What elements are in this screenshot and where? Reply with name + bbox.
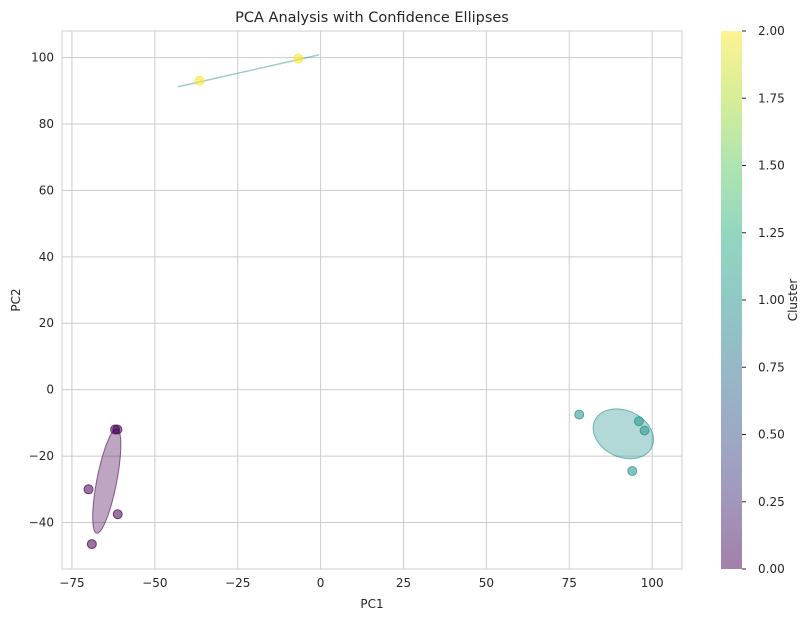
chart-title: PCA Analysis with Confidence Ellipses (235, 10, 509, 26)
grid-lines (62, 31, 682, 569)
colorbar-ticks: 0.00 0.25 0.50 0.75 1.00 1.25 1.50 1.75 2.00 (742, 24, 785, 576)
data-point-cluster-1 (633, 416, 644, 427)
y-tick-label: 100 (31, 51, 54, 65)
colorbar-tick-label: 0.25 (758, 495, 785, 509)
data-point-cluster-2 (194, 75, 205, 86)
data-point-cluster-0 (112, 509, 123, 520)
data-point-cluster-0 (83, 484, 94, 495)
y-tick-label: 0 (46, 383, 54, 397)
y-tick-label: 60 (39, 183, 54, 197)
x-tick-label: 100 (641, 576, 664, 590)
data-point-cluster-2 (293, 53, 304, 64)
plot-area (61, 30, 683, 570)
colorbar-tick-label: 1.50 (758, 159, 785, 173)
colorbar-tick-label: 0.75 (758, 360, 785, 374)
colorbar (721, 31, 742, 569)
x-axis-label: PC1 (360, 597, 383, 611)
data-marks (83, 53, 654, 550)
colorbar-tick-label: 1.25 (758, 226, 785, 240)
x-tick-label: −75 (59, 576, 84, 590)
data-point-cluster-0 (86, 539, 97, 550)
colorbar-tick-label: 1.00 (758, 293, 785, 307)
data-point-cluster-1 (574, 409, 585, 420)
y-tick-label: 40 (39, 250, 54, 264)
colorbar-tick-label: 2.00 (758, 24, 785, 38)
confidence-ellipse-cluster-0 (92, 428, 122, 534)
x-tick-label: 25 (396, 576, 411, 590)
y-tick-label: 80 (39, 117, 54, 131)
x-tick-label: −25 (225, 576, 250, 590)
data-point-cluster-1 (639, 425, 650, 436)
y-tick-label: 20 (39, 316, 54, 330)
x-tick-label: 75 (562, 576, 577, 590)
colorbar-tick-label: 0.00 (758, 562, 785, 576)
x-tick-label: 50 (479, 576, 494, 590)
colorbar-tick-label: 0.50 (758, 428, 785, 442)
colorbar-label: Cluster (786, 279, 800, 322)
y-axis-label: PC2 (9, 288, 23, 311)
y-tick-label: −20 (29, 449, 54, 463)
tick-labels: −75 −50 −25 0 25 50 75 100 −40 −20 0 20 40 60 80 100 (29, 51, 664, 590)
colorbar-tick-label: 1.75 (758, 91, 785, 105)
x-tick-label: 0 (317, 576, 325, 590)
y-tick-label: −40 (29, 516, 54, 530)
data-point-cluster-0 (112, 424, 123, 435)
data-point-cluster-1 (627, 466, 638, 477)
x-tick-label: −50 (142, 576, 167, 590)
